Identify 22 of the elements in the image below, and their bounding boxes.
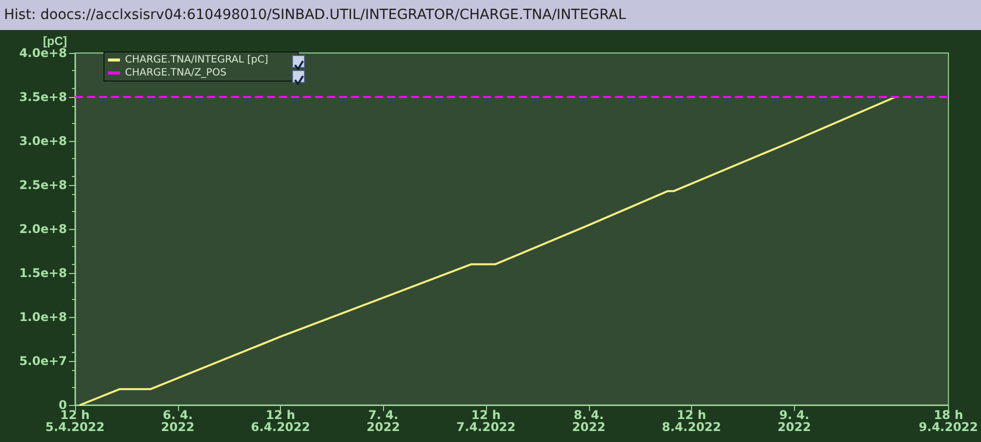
legend-label: CHARGE.TNA/INTEGRAL [pC] bbox=[125, 54, 268, 66]
y-tick-label: 1.0e+8 bbox=[19, 310, 67, 324]
x-tick-label: 7. 4. 2022 bbox=[366, 408, 400, 434]
y-tick-label: 3.0e+8 bbox=[19, 134, 67, 148]
y-tick-label: 4.0e+8 bbox=[19, 46, 67, 60]
chart-title: Hist: doocs://acclxsisrv04:610498010/SINBAD.UTIL/INTEGRATOR/CHARGE.TNA/INTEGRAL bbox=[0, 0, 981, 30]
x-tick-label: 12 h 8.4.2022 bbox=[662, 408, 722, 434]
y-tick-label: 5.0e+7 bbox=[19, 354, 67, 368]
legend-label: CHARGE.TNA/Z_POS bbox=[125, 68, 226, 78]
y-tick-label: 1.5e+8 bbox=[19, 266, 67, 280]
y-tick-label: 3.5e+8 bbox=[19, 90, 67, 104]
x-tick-label: 12 h 7.4.2022 bbox=[456, 408, 516, 434]
y-axis-title: [pC] bbox=[43, 34, 67, 48]
y-tick-label: 2.0e+8 bbox=[19, 222, 67, 236]
x-tick-label: 12 h 6.4.2022 bbox=[250, 408, 310, 434]
x-tick-label: 6. 4. 2022 bbox=[161, 408, 194, 434]
x-tick-label: 8. 4. 2022 bbox=[572, 408, 606, 434]
x-tick-label: 18 h 9.4.2022 bbox=[918, 408, 978, 434]
x-tick-label: 12 h 5.4.2022 bbox=[45, 408, 105, 434]
x-tick-label: 9. 4. 2022 bbox=[778, 408, 811, 434]
y-tick-label: 2.5e+8 bbox=[19, 178, 67, 192]
line-series bbox=[79, 96, 896, 406]
